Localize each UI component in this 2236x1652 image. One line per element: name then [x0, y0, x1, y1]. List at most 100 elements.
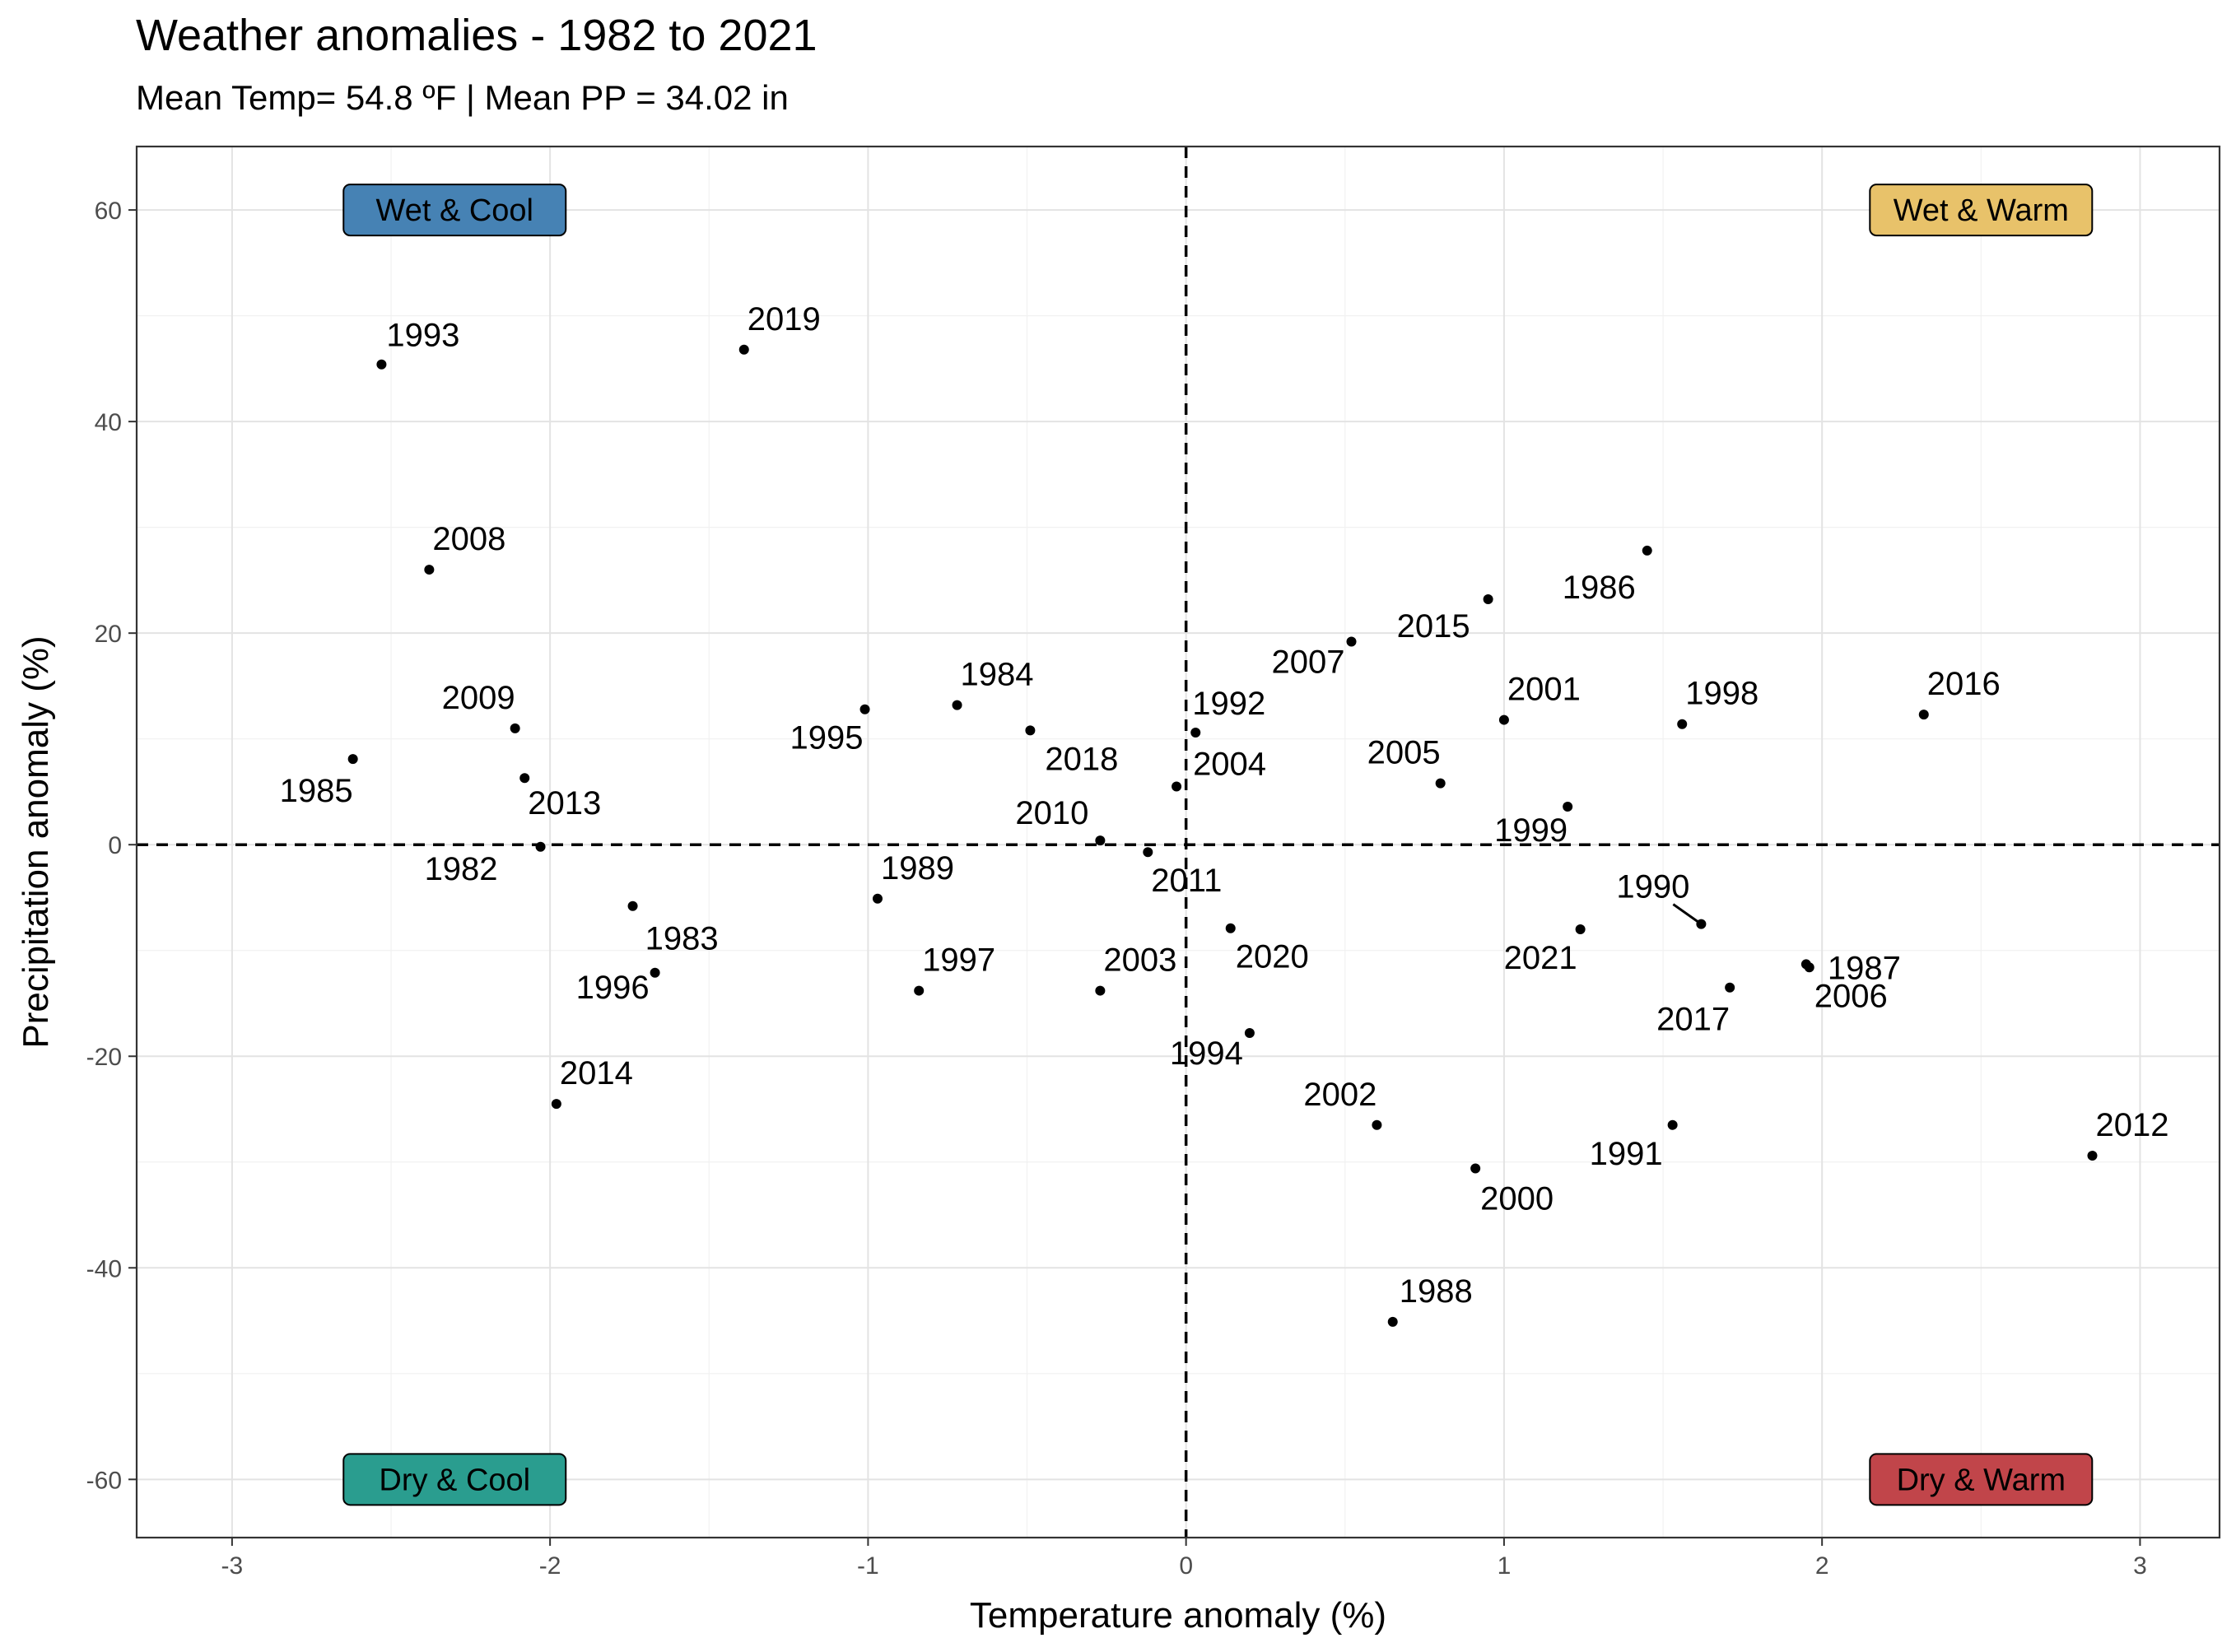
point-label-1983: 1983 [645, 921, 719, 957]
data-point-1985 [347, 754, 358, 765]
quadrant-box-dry-cool [342, 1453, 567, 1506]
point-label-2019: 2019 [748, 301, 821, 337]
data-point-1992 [1190, 727, 1201, 738]
x-tick-label: 3 [2133, 1552, 2147, 1580]
data-point-2000 [1470, 1163, 1481, 1174]
point-label-2002: 2002 [1303, 1077, 1377, 1113]
point-label-2008: 2008 [432, 521, 505, 557]
point-label-1993: 1993 [386, 318, 459, 354]
data-point-1983 [650, 967, 660, 978]
data-point-2008 [424, 565, 435, 575]
leader-lines [1672, 903, 1703, 925]
data-point-2021 [1575, 924, 1586, 935]
point-label-1988: 1988 [1400, 1273, 1473, 1310]
point-label-1992: 1992 [1192, 686, 1265, 722]
data-point-2007 [1346, 636, 1357, 647]
y-tick-label: -20 [86, 1044, 122, 1071]
data-point-2012 [2087, 1151, 2098, 1161]
data-point-1995 [859, 704, 870, 714]
chart-title: Weather anomalies - 1982 to 2021 [136, 11, 818, 60]
point-label-1997: 1997 [922, 942, 995, 979]
grid-lines [137, 147, 2220, 1538]
point-label-1998: 1998 [1685, 676, 1759, 712]
y-axis-title: Precipitation anomaly (%) [16, 635, 56, 1048]
quadrant-label-wet-warm: Wet & Warm [1894, 193, 2069, 228]
plot-panel [137, 147, 2220, 1538]
quadrant-label-dry-warm: Dry & Warm [1897, 1463, 2066, 1497]
point-label-2001: 2001 [1507, 672, 1581, 708]
point-label-2011: 2011 [1151, 863, 1222, 899]
data-point-1982 [535, 841, 546, 852]
quadrant-box-dry-warm [1869, 1453, 2094, 1506]
point-label-2017: 2017 [1656, 1002, 1730, 1038]
point-label-2009: 2009 [442, 680, 515, 716]
point-label-2006: 2006 [1814, 978, 1888, 1014]
x-tick-label: -3 [221, 1552, 244, 1580]
data-point-2014 [551, 1099, 561, 1110]
data-point-2016 [1918, 710, 1929, 720]
point-label-2012: 2012 [2095, 1107, 2168, 1143]
x-tick-label: 0 [1179, 1552, 1193, 1580]
point-label-1984: 1984 [961, 657, 1034, 693]
x-tick-label: 2 [1815, 1552, 1829, 1580]
plot-border [135, 145, 2221, 1539]
point-label-1999: 1999 [1494, 812, 1568, 849]
data-point-2004 [1172, 781, 1182, 792]
point-label-2014: 2014 [560, 1055, 633, 1091]
point-label-1986: 1986 [1563, 570, 1636, 606]
data-point-2006 [1804, 962, 1814, 973]
point-label-2003: 2003 [1103, 942, 1176, 979]
point-label-2018: 2018 [1045, 741, 1118, 777]
reference-lines [137, 147, 2220, 1538]
data-point-2013 [519, 773, 530, 784]
point-label-2013: 2013 [528, 785, 601, 821]
data-point-2001 [1498, 714, 1509, 725]
point-label-1985: 1985 [280, 773, 353, 809]
point-label-1982: 1982 [425, 851, 498, 887]
data-point-1988 [1387, 1316, 1398, 1327]
y-tick-label: -60 [86, 1467, 122, 1494]
point-label-1994: 1994 [1170, 1035, 1243, 1072]
point-label-2021: 2021 [1504, 940, 1577, 976]
data-point-1999 [1563, 801, 1573, 812]
chart-subtitle: Mean Temp= 54.8 ºF | Mean PP = 34.02 in [136, 78, 789, 117]
point-label-2005: 2005 [1367, 735, 1441, 771]
point-labels: 1982 1983 1984 1985 1986 1987 1988 1989 1990 1991… [280, 301, 2169, 1310]
data-point-2011 [1143, 847, 1153, 858]
quadrant-box-wet-warm [1869, 184, 2094, 237]
data-point-1998 [1677, 719, 1688, 729]
point-label-1991: 1991 [1590, 1136, 1663, 1172]
data-point-2017 [1725, 982, 1735, 993]
data-point-2005 [1435, 778, 1446, 789]
x-axis-ticks: -3 -2 -1 0 1 2 3 [221, 1538, 2147, 1580]
data-point-1989 [872, 893, 883, 904]
data-point-2020 [1225, 923, 1236, 933]
point-label-2004: 2004 [1193, 747, 1266, 783]
point-label-2000: 2000 [1480, 1180, 1554, 1217]
quadrant-label-dry-cool: Dry & Cool [379, 1463, 530, 1497]
point-label-2020: 2020 [1236, 939, 1309, 975]
x-axis-title: Temperature anomaly (%) [970, 1595, 1386, 1636]
y-tick-label: 40 [95, 409, 122, 436]
point-label-2015: 2015 [1397, 608, 1470, 645]
data-point-1991 [1667, 1119, 1678, 1130]
data-point-2019 [738, 344, 749, 355]
point-label-2007: 2007 [1272, 644, 1345, 680]
y-tick-label: -40 [86, 1255, 122, 1282]
data-point-1984 [952, 700, 962, 710]
leader-line-1990 [1672, 903, 1703, 925]
y-tick-label: 20 [95, 621, 122, 648]
data-point-2010 [1095, 835, 1106, 846]
point-label-1996: 1996 [576, 970, 650, 1006]
point-label-1990: 1990 [1616, 869, 1689, 905]
point-label-2016: 2016 [1927, 666, 2001, 702]
data-point-1994 [1244, 1027, 1255, 1038]
data-point-2009 [510, 723, 520, 733]
quadrant-box-wet-cool [342, 184, 567, 237]
quadrant-label-wet-cool: Wet & Cool [376, 193, 533, 228]
point-label-1995: 1995 [790, 720, 864, 756]
data-point-1986 [1642, 545, 1652, 556]
data-point-1997 [914, 985, 925, 996]
y-axis-ticks: -60 -40 -20 0 20 40 60 [86, 198, 137, 1494]
